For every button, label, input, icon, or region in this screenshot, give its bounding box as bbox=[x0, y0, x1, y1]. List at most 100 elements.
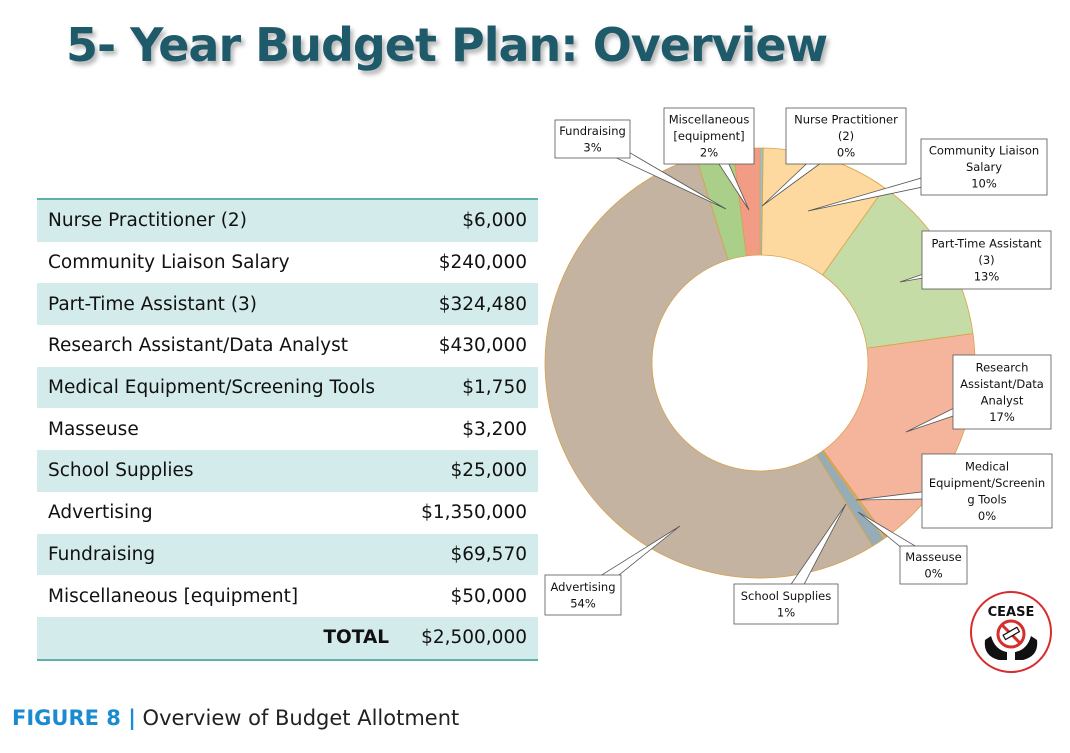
caption-text: Overview of Budget Allotment bbox=[135, 706, 460, 730]
slice-label: Assistant/Data bbox=[960, 377, 1044, 391]
logo-text: CEASE bbox=[988, 605, 1035, 620]
callout-box bbox=[899, 545, 968, 585]
donut-slice bbox=[759, 147, 764, 256]
slice-label: 0% bbox=[978, 509, 996, 523]
budget-row: Fundraising $69,570 bbox=[37, 533, 538, 576]
slice-label: 54% bbox=[570, 596, 596, 610]
budget-row: Research Assistant/Data Analyst $430,000 bbox=[37, 325, 538, 367]
callout-pointer bbox=[899, 252, 989, 283]
slice-label: g Tools bbox=[967, 492, 1006, 506]
budget-row: Part-Time Assistant (3) $324,480 bbox=[37, 283, 538, 326]
budget-item-label: Community Liaison Salary bbox=[48, 252, 290, 274]
callout-box bbox=[921, 453, 1053, 529]
callout-pointer bbox=[905, 384, 1006, 433]
donut-slice bbox=[544, 157, 874, 579]
slice-label: Part-Time Assistant bbox=[932, 237, 1042, 251]
total-amount: $2,500,000 bbox=[421, 627, 527, 649]
slice-callout: School Supplies 1% bbox=[733, 503, 847, 625]
slice-callout: Medical Equipment/Screenin g Tools 0% bbox=[855, 453, 1053, 529]
callout-pointer bbox=[779, 503, 847, 609]
slice-callout: Part-Time Assistant (3) 13% bbox=[899, 230, 1052, 290]
budget-item-label: Fundraising bbox=[48, 543, 156, 565]
budget-row: Advertising $1,350,000 bbox=[37, 492, 538, 534]
slice-label: 3% bbox=[583, 140, 601, 154]
donut-slice bbox=[822, 449, 887, 539]
total-label: TOTAL bbox=[323, 627, 390, 649]
callout-box bbox=[952, 354, 1052, 430]
donut-slice bbox=[761, 147, 886, 276]
budget-item-label: Advertising bbox=[48, 502, 153, 524]
slice-label: Community Liaison bbox=[929, 144, 1039, 158]
slice-label: School Supplies bbox=[741, 589, 831, 603]
cease-logo: CEASE bbox=[970, 591, 1052, 673]
slice-label: Advertising bbox=[550, 580, 615, 594]
slice-label: Masseuse bbox=[905, 550, 961, 564]
budget-table: Nurse Practitioner (2) $6,000 Community Li… bbox=[37, 198, 538, 661]
budget-row: Medical Equipment/Screening Tools $1,750 bbox=[37, 366, 538, 409]
budget-item-label: Part-Time Assistant (3) bbox=[48, 293, 258, 315]
donut-slice bbox=[816, 450, 885, 547]
slice-callout: Advertising 54% bbox=[544, 525, 681, 616]
slice-callout: Research Assistant/Data Analyst 17% bbox=[905, 354, 1052, 433]
budget-item-label: Miscellaneous [equipment] bbox=[48, 585, 299, 607]
slice-label: Research bbox=[976, 360, 1029, 374]
budget-row: Masseuse $3,200 bbox=[37, 408, 538, 450]
budget-item-amount: $1,750 bbox=[462, 377, 527, 399]
slice-label: (2) bbox=[838, 129, 854, 143]
slice-label: Analyst bbox=[981, 393, 1024, 407]
slice-label: 10% bbox=[971, 177, 997, 191]
slice-callout: Nurse Practitioner (2) 0% bbox=[761, 107, 907, 207]
donut-slice bbox=[821, 450, 886, 540]
slice-callout: Community Liaison Salary 10% bbox=[807, 138, 1048, 212]
budget-item-amount: $50,000 bbox=[450, 585, 527, 607]
callout-box bbox=[921, 230, 1052, 290]
callout-box bbox=[920, 138, 1048, 196]
slice-callout: Fundraising 3% bbox=[554, 119, 727, 210]
slice-label: Equipment/Screenin bbox=[929, 476, 1045, 490]
budget-item-amount: $240,000 bbox=[438, 252, 527, 274]
callout-box bbox=[733, 583, 839, 625]
slice-label: 0% bbox=[837, 146, 855, 160]
donut-slice bbox=[695, 149, 747, 261]
callout-pointer bbox=[807, 159, 987, 212]
caption-figure-number: FIGURE 8 | bbox=[12, 706, 136, 730]
budget-item-label: School Supplies bbox=[48, 460, 194, 482]
budget-item-label: Masseuse bbox=[48, 418, 139, 440]
donut-slice bbox=[822, 333, 976, 538]
slice-label: Fundraising bbox=[559, 124, 626, 138]
slice-label: Salary bbox=[966, 160, 1002, 174]
slice-label: (3) bbox=[978, 253, 994, 267]
slide-title: 5- Year Budget Plan: Overview bbox=[66, 18, 828, 72]
budget-item-amount: $25,000 bbox=[450, 460, 527, 482]
figure-caption: FIGURE 8 | Overview of Budget Allotment bbox=[12, 706, 459, 730]
slice-label: 1% bbox=[777, 605, 795, 619]
budget-item-amount: $69,570 bbox=[450, 543, 527, 565]
slice-label: [equipment] bbox=[673, 129, 744, 143]
callout-box bbox=[663, 107, 755, 165]
slice-label: Nurse Practitioner bbox=[794, 113, 898, 127]
donut-slice bbox=[732, 147, 761, 257]
callout-pointer bbox=[578, 525, 681, 602]
budget-row: Community Liaison Salary $240,000 bbox=[37, 242, 538, 284]
callout-box bbox=[544, 574, 622, 616]
slice-callout: Masseuse 0% bbox=[857, 511, 968, 585]
budget-total-row: TOTAL $2,500,000 bbox=[37, 616, 538, 659]
budget-row: Miscellaneous [equipment] $50,000 bbox=[37, 575, 538, 617]
callout-pointer bbox=[857, 511, 939, 572]
callout-box bbox=[554, 119, 631, 159]
donut-slice bbox=[822, 187, 974, 349]
slice-label: 13% bbox=[974, 270, 1000, 284]
callout-pointer bbox=[588, 132, 727, 210]
budget-row: Nurse Practitioner (2) $6,000 bbox=[37, 200, 538, 242]
slice-label: Miscellaneous bbox=[669, 113, 750, 127]
slice-label: Medical bbox=[965, 459, 1009, 473]
budget-row: School Supplies $25,000 bbox=[37, 450, 538, 492]
slice-label: 17% bbox=[989, 410, 1015, 424]
slice-label: 2% bbox=[700, 146, 718, 160]
budget-item-amount: $1,350,000 bbox=[421, 502, 527, 524]
budget-item-amount: $3,200 bbox=[462, 418, 527, 440]
budget-item-amount: $6,000 bbox=[462, 210, 527, 232]
budget-item-amount: $430,000 bbox=[438, 335, 527, 357]
callout-pointer bbox=[761, 130, 852, 207]
callout-pointer bbox=[702, 132, 750, 211]
